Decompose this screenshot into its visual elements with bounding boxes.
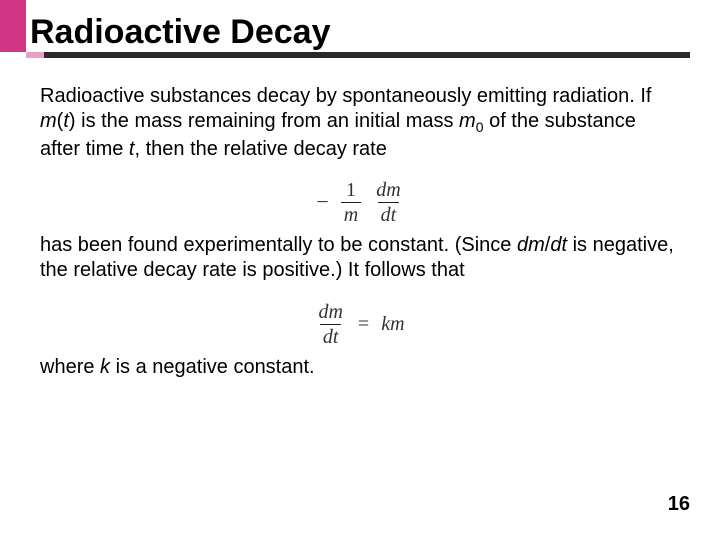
title-area: Radioactive Decay xyxy=(26,0,720,52)
p2-dt: dt xyxy=(550,234,567,256)
p3-text-a: where xyxy=(40,356,100,378)
p3-k: k xyxy=(100,356,110,378)
paragraph-2: has been found experimentally to be cons… xyxy=(40,233,680,283)
paragraph-1: Radioactive substances decay by spontane… xyxy=(40,84,680,162)
title-underline xyxy=(26,52,690,58)
p3-text-c: is a negative constant. xyxy=(110,356,315,378)
p1-text-j: , then the relative decay rate xyxy=(134,138,386,160)
eq2-frac-num: dm xyxy=(315,302,345,324)
eq1-frac2-den: dt xyxy=(378,202,400,225)
eq1-frac-dm-dt: dm dt xyxy=(373,180,403,225)
underline-dark-segment xyxy=(44,52,690,58)
header-row: Radioactive Decay xyxy=(0,0,720,52)
page-number: 16 xyxy=(668,493,690,516)
eq2-rhs: km xyxy=(381,313,404,336)
equation-2: dm dt = km xyxy=(315,302,404,347)
eq2-frac-dm-dt: dm dt xyxy=(315,302,345,347)
p1-text-e: ) is the mass remaining from an initial … xyxy=(69,110,459,132)
paragraph-3: where k is a negative constant. xyxy=(40,355,680,380)
slide: Radioactive Decay Radioactive substances… xyxy=(0,0,720,540)
eq2-k: k xyxy=(381,313,390,335)
page-title: Radioactive Decay xyxy=(26,13,331,52)
eq2-equals: = xyxy=(358,313,369,336)
p1-m0-sub: 0 xyxy=(476,119,484,135)
equation-1-wrap: − 1 m dm dt xyxy=(40,180,680,225)
p2-text-a: has been found experimentally to be cons… xyxy=(40,234,517,256)
body-content: Radioactive substances decay by spontane… xyxy=(0,58,720,380)
eq1-frac1-den: m xyxy=(341,202,361,225)
p1-m0-m: m xyxy=(459,110,476,132)
p1-text-a: Radioactive substances decay by spontane… xyxy=(40,85,651,107)
eq1-frac-1-over-m: 1 m xyxy=(341,180,361,225)
eq1-minus: − xyxy=(316,189,328,215)
equation-1: − 1 m dm dt xyxy=(316,180,403,225)
equation-2-wrap: dm dt = km xyxy=(40,301,680,347)
underline-pink-segment xyxy=(26,52,44,58)
eq2-frac-den: dt xyxy=(320,324,342,347)
p2-dm: dm xyxy=(517,234,545,256)
eq2-m: m xyxy=(390,313,404,335)
accent-block xyxy=(0,0,26,52)
eq1-frac1-num: 1 xyxy=(343,180,359,202)
p1-m: m xyxy=(40,110,57,132)
eq1-frac2-num: dm xyxy=(373,180,403,202)
